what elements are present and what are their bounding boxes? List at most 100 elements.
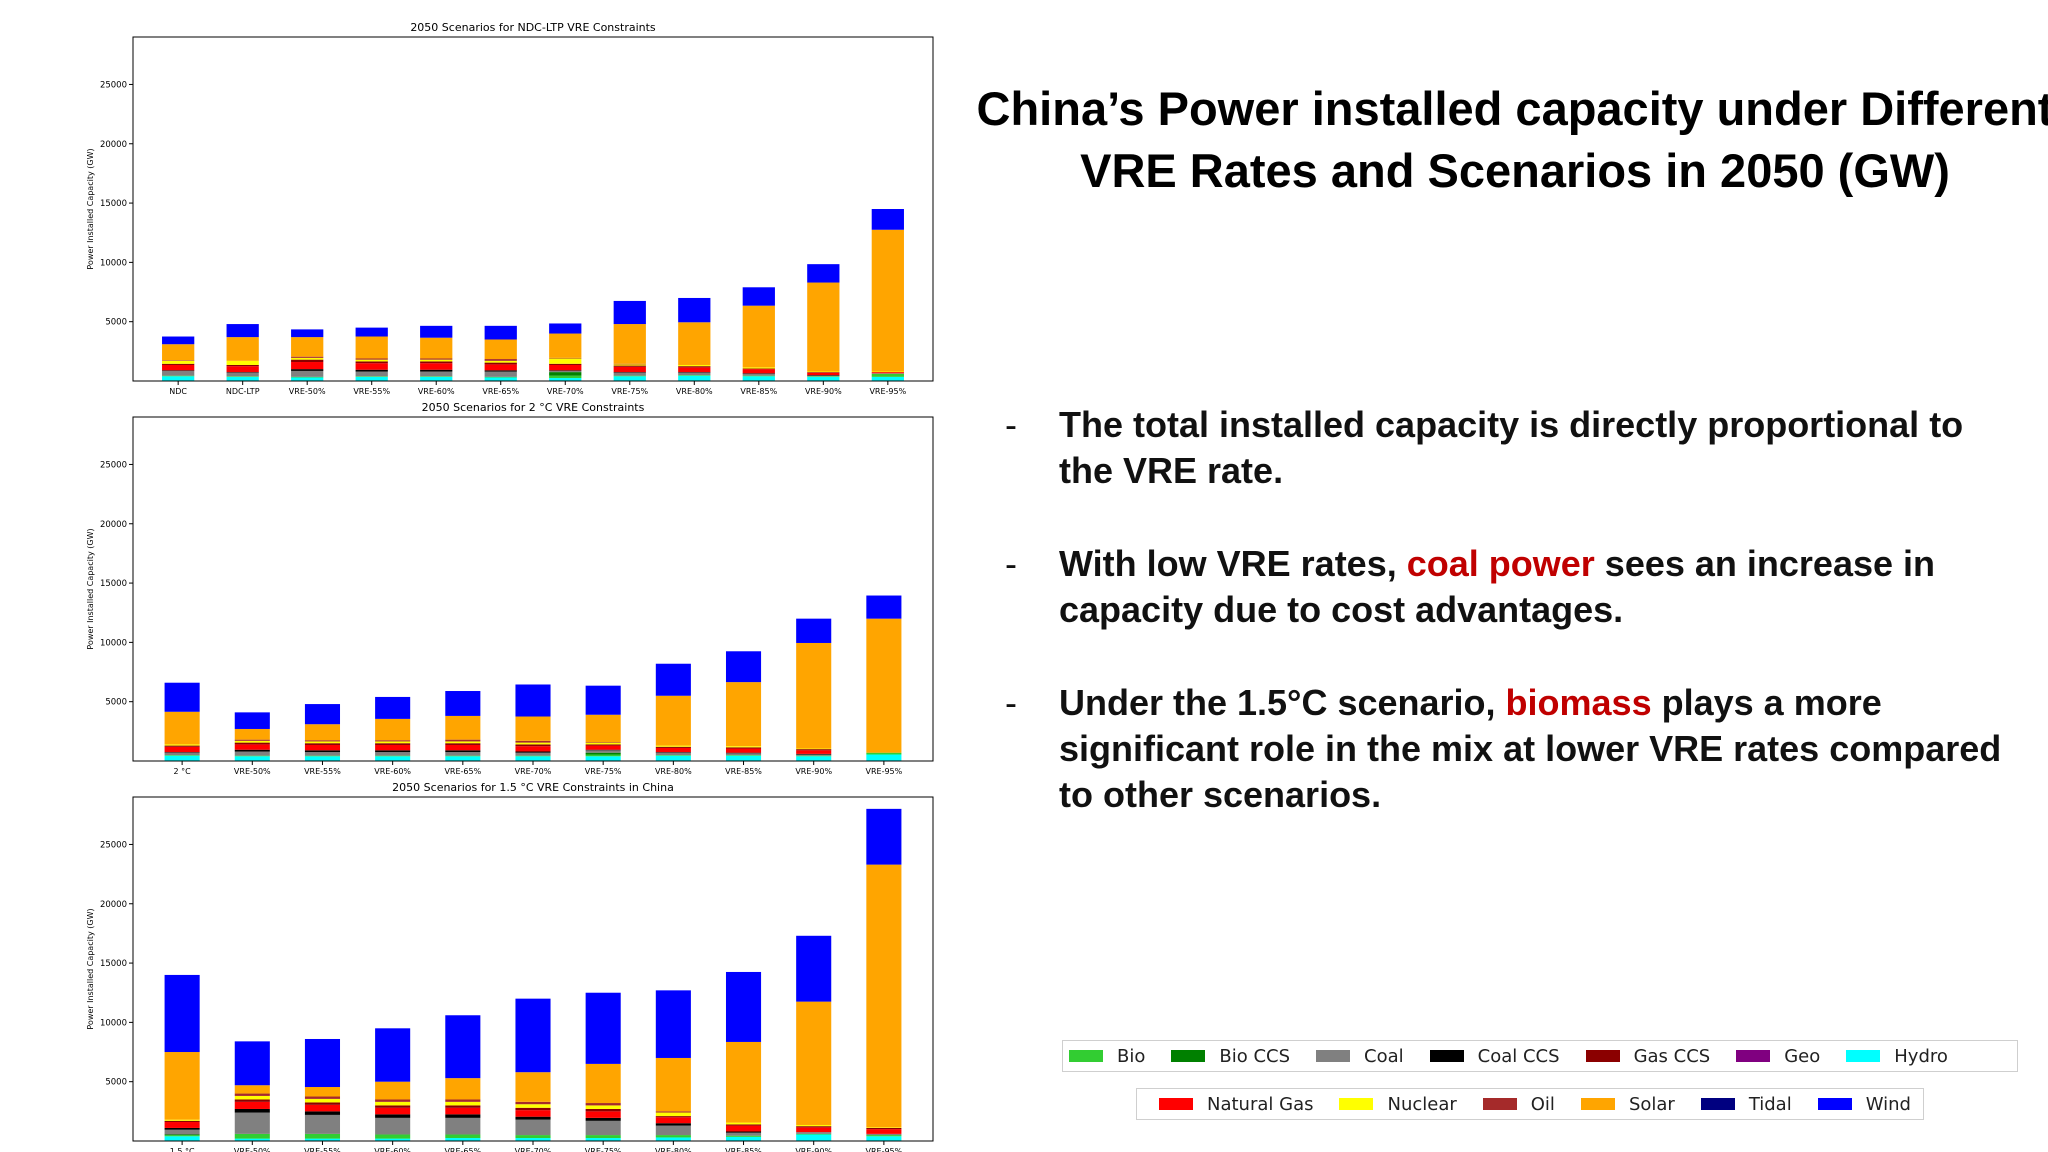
- bar-segment: [355, 369, 388, 372]
- bar-segment: [226, 360, 259, 365]
- legend-label: Gas CCS: [1633, 1045, 1711, 1067]
- bar-segment: [164, 1134, 200, 1136]
- legend-label: Bio CCS: [1219, 1045, 1291, 1067]
- bar-segment: [164, 1120, 200, 1123]
- legend-row-1: Bio Bio CCS Coal Coal CCS Gas CCS Geo Hydro: [1062, 1040, 2018, 1072]
- bar-segment: [291, 357, 324, 360]
- bar-segment: [796, 748, 832, 750]
- bar-segment: [585, 750, 621, 753]
- bar-segment: [234, 1138, 270, 1141]
- bullet-list: - The total installed capacity is directl…: [1005, 402, 2025, 865]
- bar-segment: [515, 1107, 551, 1111]
- legend-item: Tidal: [1700, 1094, 1792, 1115]
- bar-segment: [162, 370, 195, 371]
- x-tick-label: VRE-75%: [585, 767, 622, 776]
- bar-segment: [291, 337, 324, 357]
- bar-segment: [655, 695, 691, 746]
- bar-segment: [515, 755, 551, 757]
- x-tick-label: VRE-85%: [725, 767, 762, 776]
- bar-segment: [375, 1101, 411, 1106]
- bar-segment: [375, 1138, 411, 1141]
- bar-segment: [234, 1099, 270, 1102]
- bar-segment: [355, 371, 388, 377]
- bar-segment: [725, 1125, 762, 1132]
- bar-segment: [866, 752, 902, 755]
- bar-segment: [226, 337, 259, 361]
- bar-segment: [291, 356, 324, 358]
- y-tick-label: 5000: [105, 318, 127, 328]
- bar-segment: [725, 752, 762, 754]
- bar-segment: [164, 1129, 200, 1135]
- bar-segment: [585, 754, 621, 757]
- bar-segment: [484, 339, 517, 360]
- bar-segment: [515, 998, 551, 1073]
- bar-segment: [549, 372, 582, 376]
- x-tick-label: VRE-50%: [234, 767, 271, 776]
- chart-title: 2050 Scenarios for NDC-LTP VRE Constrain…: [410, 21, 656, 34]
- bar-segment: [445, 752, 481, 756]
- bar-segment: [304, 724, 341, 741]
- bar-segment: [678, 372, 711, 373]
- bar-segment: [420, 376, 453, 377]
- bar-segment: [420, 359, 453, 362]
- legend-item: Bio: [1069, 1046, 1145, 1067]
- legend-item: Coal: [1316, 1046, 1404, 1067]
- bar-segment: [375, 696, 411, 719]
- legend-label: Hydro: [1894, 1045, 1948, 1067]
- bar-segment: [162, 370, 195, 376]
- x-tick-label: VRE-55%: [353, 387, 390, 396]
- bar-segment: [304, 740, 341, 742]
- bar-segment: [585, 714, 621, 743]
- slide-title: China’s Power installed capacity under D…: [976, 82, 2048, 197]
- bar-segment: [585, 742, 621, 743]
- bar-segment: [164, 746, 200, 753]
- legend-swatch: [1429, 1050, 1464, 1062]
- bar-segment: [796, 753, 832, 755]
- legend-item: Gas CCS: [1585, 1045, 1711, 1067]
- bar-segment: [585, 1111, 621, 1118]
- bar-segment: [866, 808, 902, 865]
- x-tick-label: VRE-60%: [374, 767, 411, 776]
- bar-segment: [796, 1001, 832, 1125]
- bar-segment: [234, 1095, 270, 1100]
- bar-segment: [234, 749, 270, 752]
- y-axis-label: Power Installed Capacity (GW): [86, 908, 95, 1029]
- bar-segment: [655, 1117, 691, 1124]
- bar-segment: [164, 711, 200, 745]
- legend-swatch: [1846, 1050, 1881, 1062]
- bar-segment: [807, 375, 840, 377]
- x-tick-label: 2 °C: [174, 767, 192, 776]
- legend-swatch: [1171, 1050, 1206, 1062]
- legend-swatch: [1580, 1098, 1615, 1110]
- bar-segment: [375, 1107, 411, 1115]
- bar-segment: [613, 366, 646, 373]
- bar-segment: [613, 364, 646, 366]
- bar-segment: [234, 739, 270, 741]
- legend-swatch: [1817, 1098, 1852, 1110]
- legend-swatch: [1736, 1050, 1771, 1062]
- bar-segment: [234, 742, 270, 745]
- bar-segment: [585, 1108, 621, 1112]
- bar-segment: [291, 369, 324, 371]
- bar-segment: [585, 1117, 621, 1121]
- bar-segment: [375, 752, 411, 756]
- bar-segment: [585, 1138, 621, 1141]
- bar-segment: [725, 1041, 762, 1123]
- bar-segment: [304, 750, 341, 753]
- y-tick-label: 20000: [100, 900, 127, 910]
- bar-segment: [613, 363, 646, 365]
- bar-segment: [234, 744, 270, 750]
- bar-segment: [807, 264, 840, 283]
- bar-segment: [304, 1087, 341, 1097]
- x-tick-label: VRE-75%: [585, 1147, 622, 1152]
- bar-segment: [445, 1117, 481, 1135]
- bar-segment: [304, 1102, 341, 1105]
- bar-segment: [549, 358, 582, 364]
- bar-segment: [725, 746, 762, 748]
- bar-segment: [445, 1114, 481, 1118]
- legend-label: Coal: [1364, 1045, 1404, 1067]
- bar-segment: [291, 370, 324, 377]
- bar-segment: [866, 618, 902, 753]
- legend-swatch: [1339, 1098, 1374, 1110]
- bar-segment: [484, 364, 517, 371]
